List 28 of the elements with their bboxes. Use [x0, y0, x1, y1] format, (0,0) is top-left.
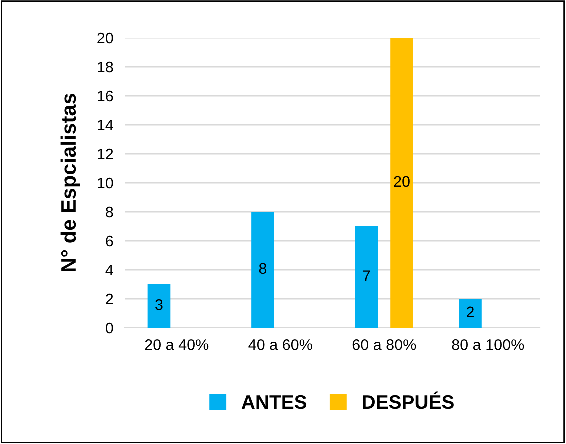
x-tick-label: 20 a 40%	[145, 340, 209, 350]
x-tick-label: 60 a 80%	[352, 340, 416, 350]
y-tick-label: 8	[106, 206, 114, 218]
y-tick-label: 6	[106, 236, 114, 247]
x-tick-label: 40 a 60%	[248, 340, 312, 350]
legend-label: DESPUÉS	[363, 392, 454, 410]
bar	[390, 38, 414, 328]
y-tick-label: 0	[106, 322, 114, 334]
data-label: 3	[156, 300, 163, 310]
legend-label: ANTES	[242, 395, 307, 410]
y-axis-title: N° de Espcialistas	[60, 94, 80, 272]
y-tick-label: 16	[98, 90, 114, 102]
y-tick-label: 18	[98, 62, 114, 73]
data-label: 20	[394, 176, 410, 188]
bar	[355, 226, 378, 328]
y-tick-label: 2	[106, 294, 114, 305]
y-tick-label: 4	[106, 265, 114, 276]
bar	[459, 299, 482, 328]
y-tick-label: 12	[98, 148, 114, 160]
data-label: 8	[259, 263, 267, 274]
y-tick-label: 14	[98, 120, 114, 131]
data-label: 2	[467, 306, 474, 318]
data-label: 7	[363, 270, 370, 282]
x-tick-label: 80 a 100%	[452, 340, 524, 350]
bar	[252, 212, 274, 328]
y-tick-label: 20	[98, 32, 114, 44]
bar	[148, 284, 171, 328]
y-tick-label: 10	[98, 178, 114, 189]
